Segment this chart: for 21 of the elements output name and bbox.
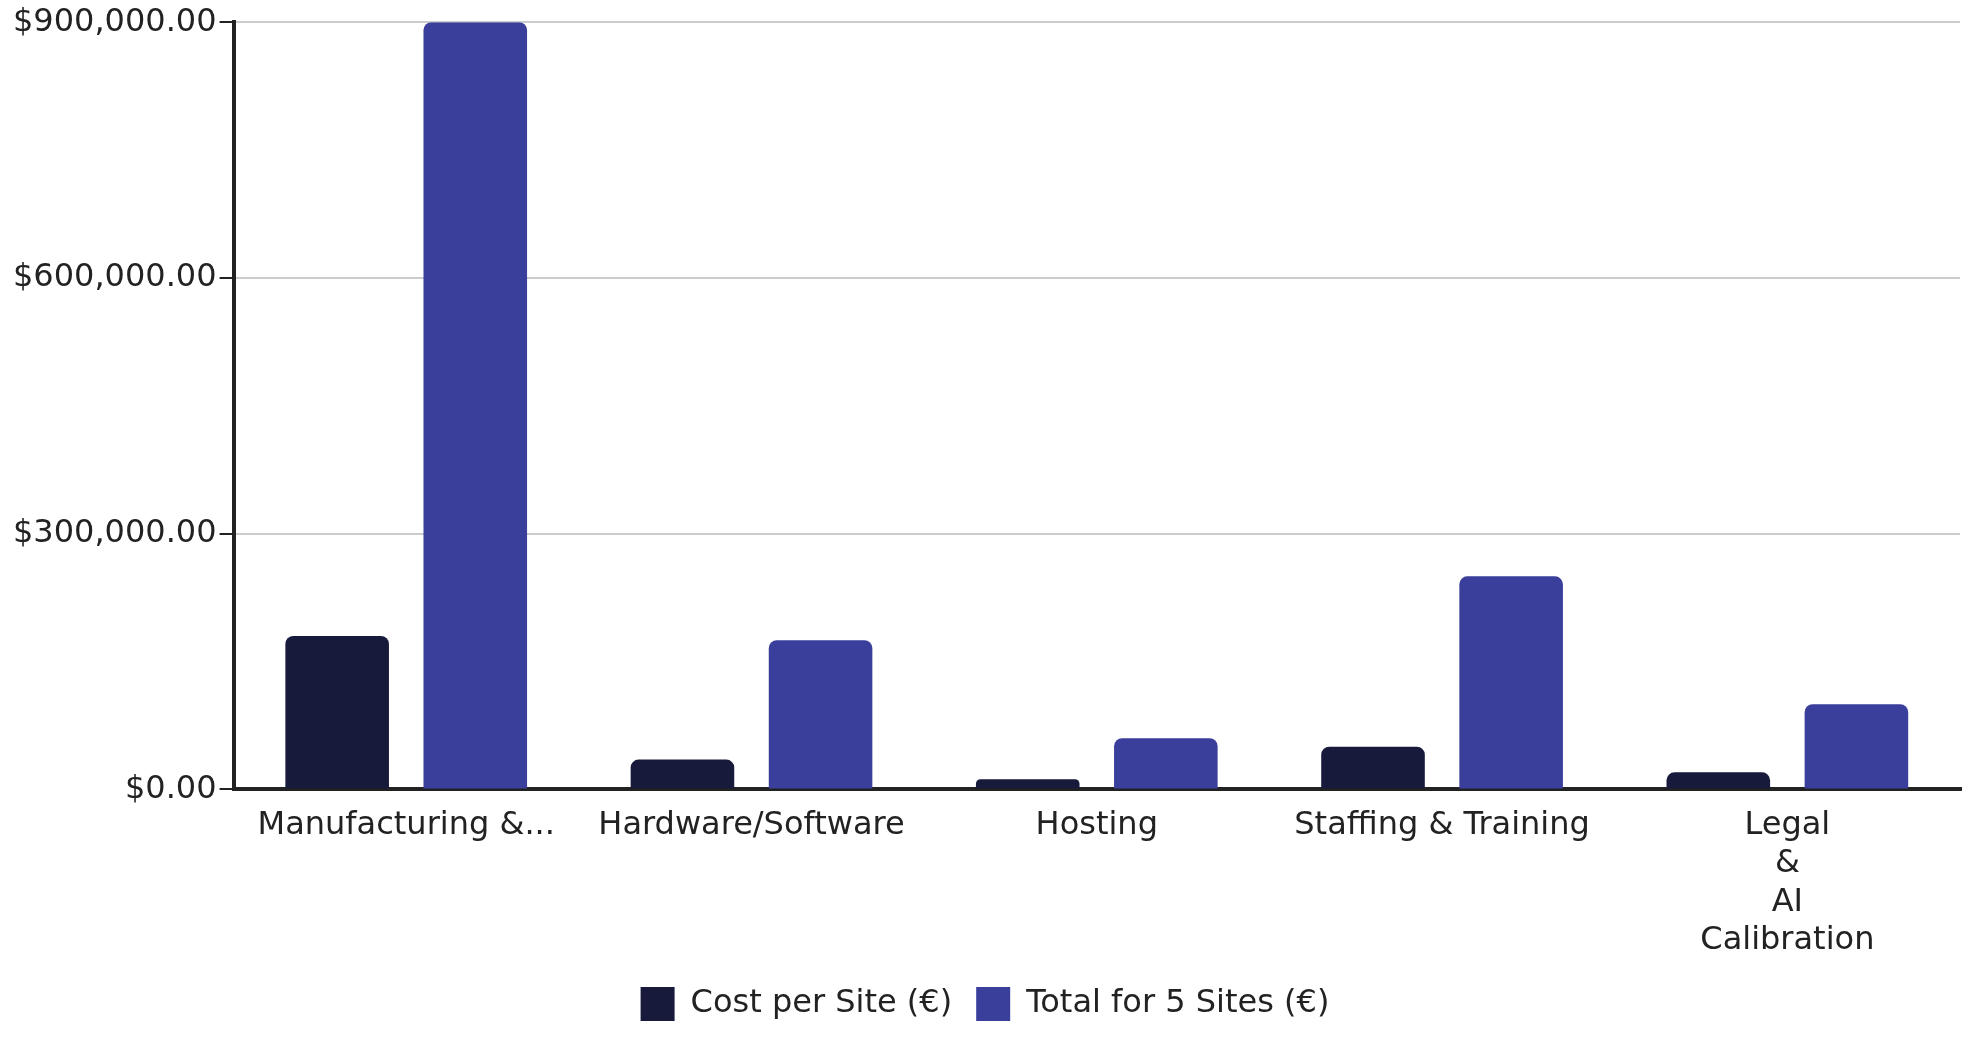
bar [423,22,528,789]
bar [768,640,873,789]
y-tick-label: $600,000.00 [13,256,217,295]
bar [1459,576,1563,789]
bar [630,759,735,789]
x-tick-label: Hosting [1035,803,1158,842]
y-tick-label: $900,000.00 [13,0,217,39]
x-tick-label: Manufacturing &... [257,803,555,842]
bar [1666,772,1771,789]
x-tick-label: Legal & AI Calibration [1700,803,1875,958]
legend-label: Total for 5 Sites (€) [1025,982,1330,1021]
bar [975,779,1080,789]
bar [1804,704,1909,789]
x-tick-label: Staffing & Training [1294,803,1590,842]
y-tick-label: $0.00 [124,767,217,806]
bar [285,635,389,789]
x-tick-label: Hardware/Software [598,803,905,842]
bar [1321,746,1425,789]
bar [1114,738,1218,789]
y-tick-label: $300,000.00 [13,511,217,550]
legend-label: Cost per Site (€) [690,982,953,1021]
